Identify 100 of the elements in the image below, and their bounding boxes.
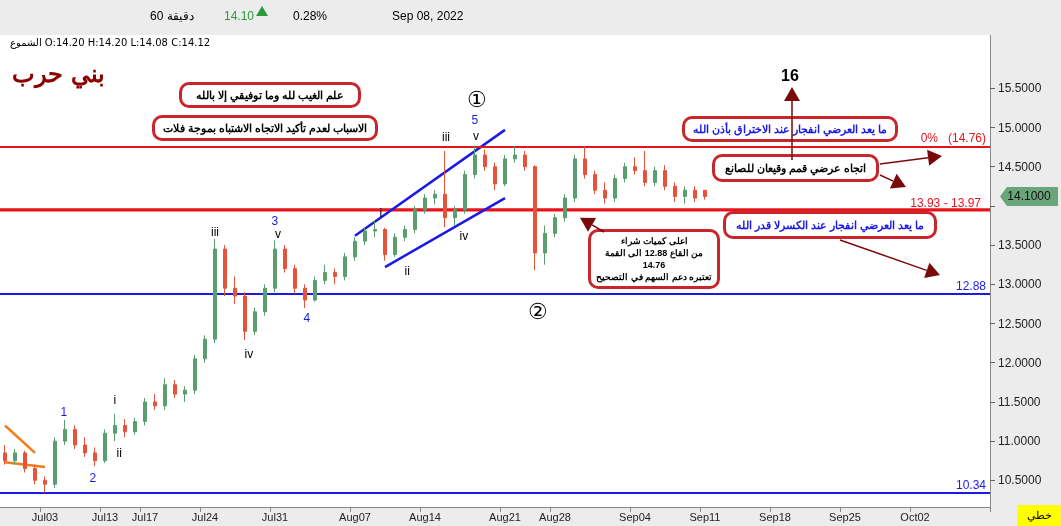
x-tick-label: Aug28 — [539, 510, 571, 523]
candlestick — [193, 354, 197, 395]
x-tick-label: Aug07 — [339, 510, 371, 523]
text: 0.28% — [293, 9, 328, 23]
x-tick-label: Oct02 — [900, 510, 930, 523]
candlestick — [523, 150, 527, 172]
annotation: 2 — [89, 471, 97, 485]
candlestick — [3, 444, 7, 466]
candlestick — [163, 377, 167, 411]
candlestick — [623, 162, 627, 183]
candlestick — [233, 275, 237, 305]
x-tick-label: Sep11 — [689, 510, 721, 523]
candlestick — [123, 418, 127, 438]
candlestick — [413, 205, 417, 234]
candlestick — [633, 156, 637, 176]
y-tick-label: 10.5000 — [998, 473, 1042, 488]
candlestick — [653, 166, 657, 187]
y-tick-label: 14.5000 — [998, 159, 1042, 174]
candlestick — [153, 393, 157, 411]
candlestick — [453, 205, 457, 227]
text: 14.10 — [224, 9, 255, 23]
annotation: ② — [528, 299, 548, 324]
candlestick — [213, 238, 217, 344]
ref-line-label: 12.88 — [955, 278, 987, 293]
candlestick — [553, 213, 557, 238]
annotation: 1 — [60, 405, 68, 419]
candlestick — [543, 225, 547, 266]
candlestick — [293, 264, 297, 295]
x-tick-label: Jul31 — [261, 510, 289, 523]
candlestick — [473, 145, 477, 179]
candlestick — [603, 181, 607, 205]
candlestick — [303, 283, 307, 309]
candlestick — [703, 189, 707, 201]
candlestick — [313, 275, 317, 303]
y-tick-label: 15.5000 — [998, 81, 1042, 96]
annotation: i — [379, 206, 383, 220]
candlestick — [183, 385, 187, 403]
annotation: الشموع O:14.20 H:14.20 L:14.08 C:14.12 — [10, 36, 211, 50]
candlestick — [613, 174, 617, 203]
annotation: iii — [211, 225, 219, 239]
candlestick — [493, 162, 497, 191]
candlestick — [643, 150, 647, 187]
candlestick — [13, 448, 17, 466]
annotation: ii — [116, 446, 122, 460]
candlestick — [683, 185, 687, 205]
x-tick-label: Jul13 — [91, 510, 119, 523]
text: Sep 08, 2022 — [392, 9, 464, 23]
candlestick — [103, 428, 107, 464]
ref-line-label: 10.34 — [955, 477, 987, 492]
candlestick — [203, 334, 207, 364]
candlestick — [673, 181, 677, 203]
y-tick-label: 13.0000 — [998, 277, 1042, 292]
candlestick — [403, 225, 407, 242]
candlestick — [113, 413, 117, 442]
annotation: ما يعد العرضي انفجار عند الكسرلا قدر الله — [723, 211, 938, 239]
candlestick — [593, 170, 597, 195]
candlestick — [343, 252, 347, 281]
candlestick — [83, 436, 87, 458]
annotation: اتجاه عرضي قمم وقيعان للصانع — [711, 154, 879, 182]
candlestick — [23, 450, 27, 473]
candlestick — [93, 446, 97, 467]
candlestick — [43, 475, 47, 494]
candlestick — [133, 417, 137, 436]
candlestick — [383, 227, 387, 262]
annotation: 4 — [303, 311, 311, 325]
candlestick — [663, 164, 667, 191]
band-label: 13.93 - 13.97 — [910, 196, 982, 211]
candlestick — [463, 170, 467, 215]
text: 60 دقيقة — [150, 9, 194, 23]
x-tick-label: Sep04 — [619, 510, 651, 523]
candlestick — [253, 307, 257, 336]
annotation: v — [473, 129, 479, 143]
candlestick — [363, 227, 367, 246]
x-tick-label: Sep25 — [829, 510, 861, 523]
candlestick — [513, 145, 517, 164]
annotation: علم الغيب لله وما توفيقي إلا بالله — [179, 82, 362, 108]
annotation: ii — [404, 264, 410, 278]
text: خطي — [1017, 505, 1061, 526]
candlestick — [273, 239, 277, 293]
candlestick — [443, 150, 447, 228]
candlestick — [243, 291, 247, 341]
candlestick — [173, 379, 177, 399]
y-tick-label: 12.0000 — [998, 355, 1042, 370]
candlestick — [143, 397, 147, 426]
annotation: 16 — [781, 67, 799, 84]
ref-line-label: 0% (14.76) — [920, 131, 986, 146]
annotation: ما يعد العرضي انفجار عند الاختراق بأذن الله — [682, 116, 899, 142]
candlestick — [263, 283, 267, 317]
candlestick — [563, 193, 567, 223]
annotation: ① — [467, 87, 487, 112]
annotation: iv — [459, 229, 469, 243]
candlestick — [393, 232, 397, 258]
annotation: بني حرب — [12, 59, 106, 88]
candlestick — [283, 244, 287, 274]
x-tick-label: Aug21 — [489, 510, 521, 523]
candlestick — [503, 154, 507, 187]
candlestick — [483, 148, 487, 172]
candlestick — [33, 464, 37, 485]
y-tick-label: 12.5000 — [998, 316, 1042, 331]
y-tick-label: 13.5000 — [998, 238, 1042, 253]
